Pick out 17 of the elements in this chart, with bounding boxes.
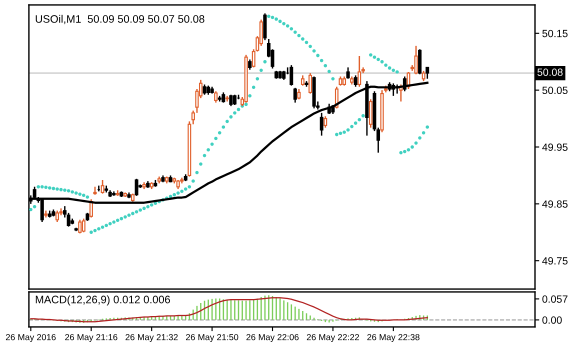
text: USOil,M1 50.09 50.09 50.07 50.08 — [36, 14, 204, 24]
chart-title: MACD(12,26,9) 0.012 0.006 — [36, 295, 170, 306]
y-tick-label: 50.05 — [542, 86, 568, 94]
x-tick-label: 26 May 22:38 — [367, 334, 420, 342]
x-tick-label: 26 May 2016 — [6, 334, 56, 342]
x-tick-label: 26 May 22:22 — [306, 334, 360, 342]
y-tick-label: 0.057 — [542, 295, 568, 303]
y-tick-label: 49.85 — [542, 200, 568, 208]
x-tick-label: 26 May 21:32 — [126, 334, 178, 342]
x-tick-label: 26 May 21:50 — [186, 334, 238, 342]
ref-line-label: 50.08 — [537, 68, 563, 76]
x-tick-label: 26 May 22:06 — [246, 334, 299, 342]
y-tick-label: 0.00 — [542, 316, 562, 324]
y-tick-label: 49.95 — [542, 144, 568, 151]
y-tick-label: 49.75 — [542, 257, 568, 265]
x-tick-label: 26 May 21:16 — [65, 334, 118, 342]
y-tick-label: 50.15 — [542, 30, 568, 38]
